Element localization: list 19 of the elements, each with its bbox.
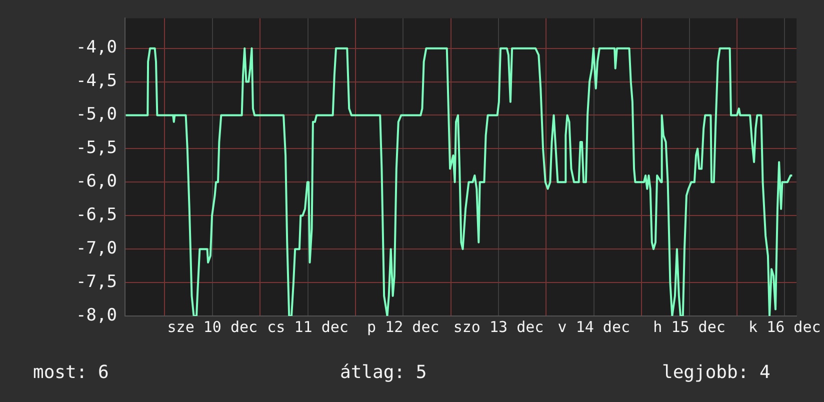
- x-tick-label: p 12 dec: [367, 318, 440, 336]
- y-tick-label: -7,5: [76, 272, 117, 292]
- text: legjobb: 4: [662, 362, 770, 383]
- x-tick-label: v 14 dec: [558, 318, 630, 336]
- x-tick-label: szo 13 dec: [453, 318, 544, 336]
- y-tick-label: -7,0: [76, 238, 117, 258]
- y-tick-label: -4,0: [76, 38, 117, 58]
- x-tick-label: k 16 dec: [748, 318, 821, 336]
- y-tick-label: -5,0: [76, 104, 117, 125]
- x-tick-label: cs 11 dec: [267, 318, 348, 336]
- text: most: 6: [33, 362, 109, 383]
- x-tick-label: sze 10 dec: [167, 318, 258, 336]
- y-tick-label: -4,5: [76, 71, 117, 92]
- y-tick-label: -5,5: [76, 138, 117, 158]
- y-tick-label: -6,5: [76, 205, 117, 226]
- text: átlag: 5: [340, 362, 427, 383]
- y-tick-label: -8,0: [76, 305, 117, 326]
- x-tick-label: h 15 dec: [653, 318, 726, 336]
- y-tick-label: -6,0: [76, 172, 117, 192]
